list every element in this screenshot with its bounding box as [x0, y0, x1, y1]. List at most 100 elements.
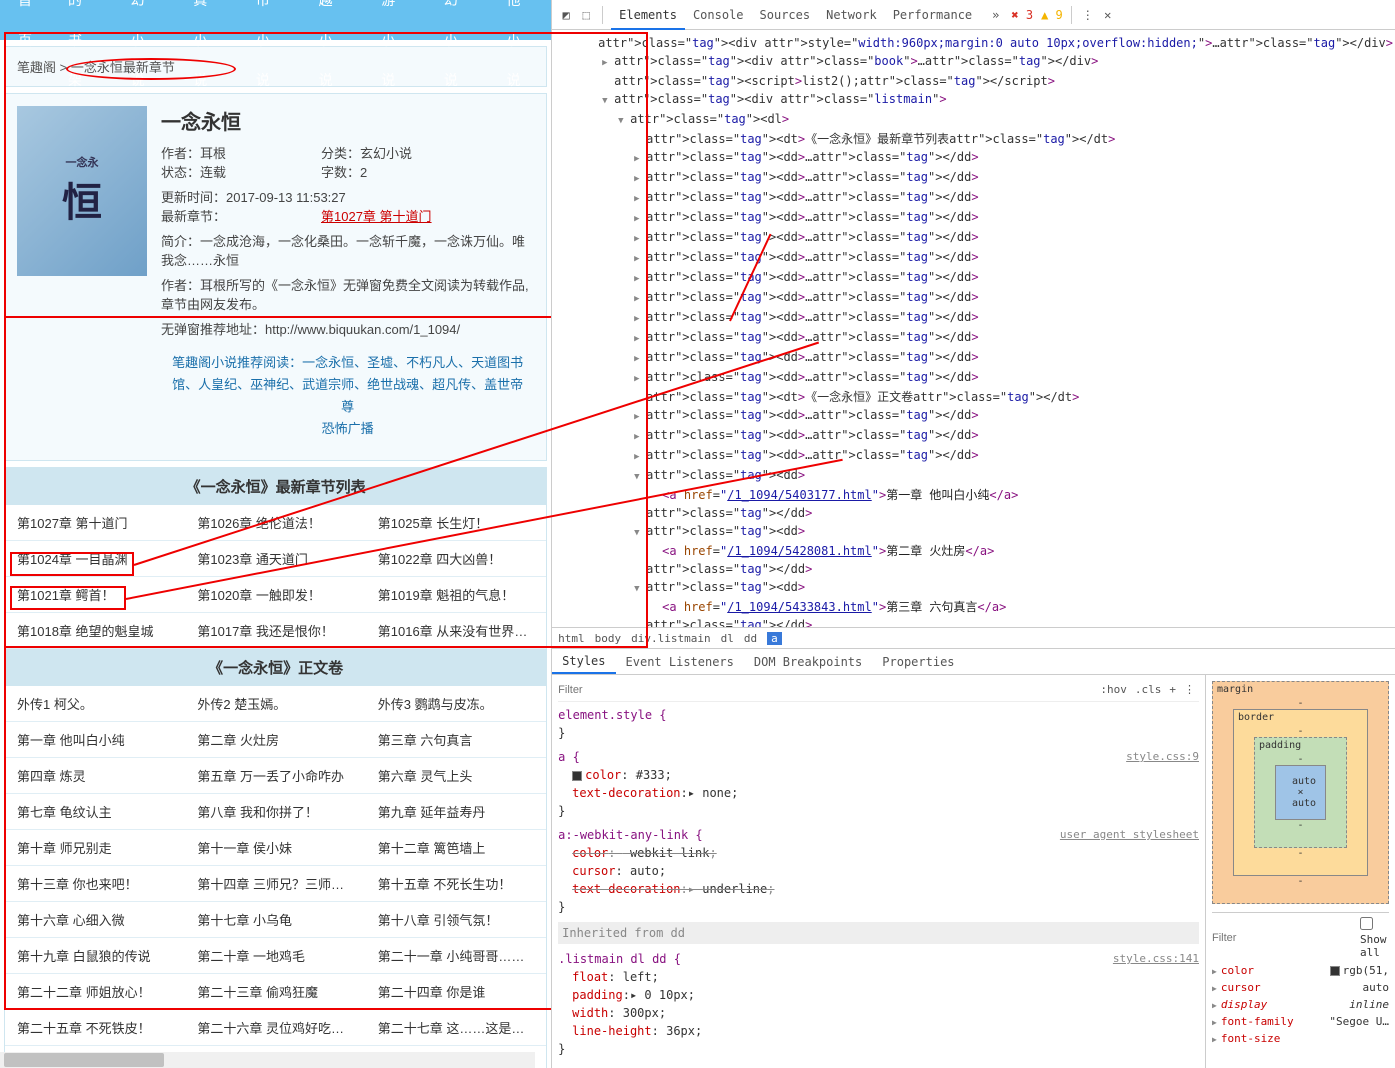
dom-node[interactable]: attr">class="tag"><script>list2();attr">… — [554, 72, 1393, 90]
breadcrumb-trail[interactable]: htmlbodydiv.listmaindldda — [552, 627, 1395, 649]
styles-filter-input[interactable] — [558, 684, 1096, 696]
chapter-item[interactable]: 第1025章 长生灯！ — [366, 505, 546, 541]
chapter-item[interactable]: 第十二章 篱笆墙上 — [366, 830, 546, 866]
chapter-item[interactable]: 第四章 炼灵 — [5, 758, 185, 794]
dom-node[interactable]: attr">class="tag"></dd> — [554, 560, 1393, 578]
dom-node[interactable]: attr">class="tag"><dd>…attr">class="tag"… — [554, 188, 1393, 208]
chapter-item[interactable]: 第十七章 小乌龟 — [185, 902, 365, 938]
dom-node[interactable]: attr">class="tag"><div attr">class="list… — [554, 90, 1393, 110]
nav-item[interactable]: 穿越小说 — [301, 0, 364, 100]
nav-item[interactable]: 网游小说 — [363, 0, 426, 100]
styles-panel[interactable]: :hov .cls + ⋮ element.style {}a {style.c… — [552, 675, 1205, 1068]
chapter-item[interactable]: 外传3 鹦鹉与皮冻。 — [366, 686, 546, 722]
hov-toggle[interactable]: :hov — [1096, 681, 1131, 699]
styles-tab[interactable]: Event Listeners — [616, 651, 744, 673]
dom-node[interactable]: <a href="/1_1094/5433843.html">第三章 六句真言<… — [554, 598, 1393, 616]
chapter-item[interactable]: 第1021章 鳄首！ — [5, 577, 185, 613]
dom-node[interactable]: attr">class="tag"><dd>…attr">class="tag"… — [554, 368, 1393, 388]
dom-node[interactable]: attr">class="tag"><dd>…attr">class="tag"… — [554, 288, 1393, 308]
dom-node[interactable]: attr">class="tag"><dd> — [554, 578, 1393, 598]
styles-tab[interactable]: Styles — [552, 650, 615, 674]
chapter-item[interactable]: 第二十三章 偷鸡狂魔 — [185, 974, 365, 1010]
settings-icon[interactable]: ⋮ — [1080, 7, 1096, 23]
nav-item[interactable]: 我的书架 — [50, 0, 113, 100]
chapter-item[interactable]: 第五章 万一丢了小命咋办 — [185, 758, 365, 794]
crumb[interactable]: html — [558, 632, 585, 645]
nav-item[interactable]: 玄幻小说 — [113, 0, 176, 100]
dom-node[interactable]: attr">class="tag"><dd>…attr">class="tag"… — [554, 148, 1393, 168]
device-icon[interactable]: ⬚ — [578, 7, 594, 23]
dom-node[interactable]: attr">class="tag"><dd>…attr">class="tag"… — [554, 248, 1393, 268]
dom-node[interactable]: attr">class="tag"><dt>《一念永恒》最新章节列表attr">… — [554, 130, 1393, 148]
devtools-tab[interactable]: Sources — [752, 2, 819, 28]
dom-node[interactable]: attr">class="tag"><dd>…attr">class="tag"… — [554, 168, 1393, 188]
close-icon[interactable]: ✕ — [1100, 7, 1116, 23]
chapter-item[interactable]: 外传1 柯父。 — [5, 686, 185, 722]
chapter-item[interactable]: 第二十六章 灵位鸡好吃么？ — [185, 1010, 365, 1046]
devtools-tab[interactable]: Elements — [611, 2, 685, 30]
chapter-item[interactable]: 第二十五章 不死铁皮！ — [5, 1010, 185, 1046]
horizontal-scrollbar[interactable] — [0, 1052, 535, 1068]
cls-toggle[interactable]: .cls — [1131, 681, 1166, 699]
devtools-tab[interactable]: Performance — [885, 2, 980, 28]
chapter-item[interactable]: 第十一章 侯小妹 — [185, 830, 365, 866]
chapter-item[interactable]: 第二十二章 师姐放心！ — [5, 974, 185, 1010]
elements-panel[interactable]: attr">class="tag"><div attr">style="widt… — [552, 30, 1395, 627]
dom-node[interactable]: attr">class="tag"><dd>…attr">class="tag"… — [554, 406, 1393, 426]
chapter-item[interactable]: 第十五章 不死长生功！ — [366, 866, 546, 902]
dom-node[interactable]: attr">class="tag"><div attr">class="book… — [554, 52, 1393, 72]
computed-filter-input[interactable] — [1212, 932, 1354, 944]
nav-item[interactable]: 科幻小说 — [426, 0, 489, 100]
nav-item[interactable]: 其他小说 — [488, 0, 551, 100]
chapter-item[interactable]: 外传2 楚玉嫣。 — [185, 686, 365, 722]
chapter-item[interactable]: 第十八章 引领气氛！ — [366, 902, 546, 938]
nav-item[interactable]: 都市小说 — [238, 0, 301, 100]
add-rule[interactable]: + — [1165, 681, 1180, 699]
chapter-item[interactable]: 第1017章 我还是恨你！ — [185, 613, 365, 649]
dom-node[interactable]: attr">class="tag"></dd> — [554, 504, 1393, 522]
styles-tab[interactable]: DOM Breakpoints — [744, 651, 872, 673]
chapter-item[interactable]: 第二十章 一地鸡毛 — [185, 938, 365, 974]
chapter-item[interactable]: 第三章 六句真言 — [366, 722, 546, 758]
chapter-item[interactable]: 第1019章 魁祖的气息！ — [366, 577, 546, 613]
dom-node[interactable]: attr">class="tag"><dd> — [554, 466, 1393, 486]
error-count[interactable]: ✖ 3 — [1011, 8, 1033, 22]
dom-node[interactable]: attr">class="tag"><dd>…attr">class="tag"… — [554, 446, 1393, 466]
chapter-item[interactable]: 第一章 他叫白小纯 — [5, 722, 185, 758]
chapter-item[interactable]: 第二十一章 小纯哥哥…… — [366, 938, 546, 974]
dom-node[interactable]: attr">class="tag"><dd> — [554, 522, 1393, 542]
more-icon[interactable]: ⋮ — [1180, 681, 1199, 699]
chapter-item[interactable]: 第十九章 白鼠狼的传说 — [5, 938, 185, 974]
dom-node[interactable]: attr">class="tag"><dd>…attr">class="tag"… — [554, 348, 1393, 368]
chapter-item[interactable]: 第1016章 从来没有世界之门 — [366, 613, 546, 649]
chapter-item[interactable]: 第九章 延年益寿丹 — [366, 794, 546, 830]
dom-node[interactable]: attr">class="tag"><dd>…attr">class="tag"… — [554, 308, 1393, 328]
dom-node[interactable]: attr">class="tag"><dd>…attr">class="tag"… — [554, 426, 1393, 446]
more-tabs[interactable]: » — [984, 2, 1007, 28]
chapter-item[interactable]: 第十四章 三师兄？三师姐？ — [185, 866, 365, 902]
chapter-item[interactable]: 第二章 火灶房 — [185, 722, 365, 758]
chapter-item[interactable]: 第1018章 绝望的魁皇城 — [5, 613, 185, 649]
chapter-item[interactable]: 第十章 师兄别走 — [5, 830, 185, 866]
dom-node[interactable]: attr">class="tag"><dd>…attr">class="tag"… — [554, 228, 1393, 248]
crumb[interactable]: div.listmain — [631, 632, 710, 645]
chapter-item[interactable]: 第二十四章 你是谁 — [366, 974, 546, 1010]
dom-node[interactable]: attr">class="tag"><dd>…attr">class="tag"… — [554, 328, 1393, 348]
nav-item[interactable]: 修真小说 — [175, 0, 238, 100]
dom-node[interactable]: attr">class="tag"><dd>…attr">class="tag"… — [554, 268, 1393, 288]
chapter-item[interactable]: 第七章 龟纹认主 — [5, 794, 185, 830]
show-all-checkbox[interactable]: Show all — [1360, 917, 1389, 959]
chapter-item[interactable]: 第二十七章 这……这是竹子 — [366, 1010, 546, 1046]
inspect-icon[interactable]: ◩ — [558, 7, 574, 23]
chapter-item[interactable]: 第1020章 一触即发！ — [185, 577, 365, 613]
crumb[interactable]: dd — [744, 632, 757, 645]
chapter-item[interactable]: 第1027章 第十道门 — [5, 505, 185, 541]
chapter-item[interactable]: 第1026章 绝伦道法！ — [185, 505, 365, 541]
crumb[interactable]: dl — [721, 632, 734, 645]
warning-count[interactable]: ▲ 9 — [1041, 8, 1063, 22]
dom-node[interactable]: attr">class="tag"><dt>《一念永恒》正文卷attr">cla… — [554, 388, 1393, 406]
dom-node[interactable]: attr">class="tag"><dd>…attr">class="tag"… — [554, 208, 1393, 228]
crumb[interactable]: body — [595, 632, 622, 645]
dom-node[interactable]: attr">class="tag"></dd> — [554, 616, 1393, 627]
chapter-item[interactable]: 第1024章 一目晶渊 — [5, 541, 185, 577]
